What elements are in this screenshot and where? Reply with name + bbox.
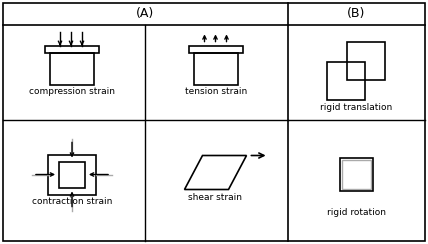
Text: (A): (A)	[137, 8, 155, 20]
Bar	[194, 52, 238, 84]
Text: shear strain: shear strain	[188, 193, 243, 202]
Bar	[59, 162, 85, 187]
Bar	[48, 154, 96, 194]
Text: compression strain: compression strain	[29, 88, 115, 96]
Text: contraction strain: contraction strain	[32, 197, 112, 206]
Bar	[327, 61, 366, 100]
Bar	[340, 158, 373, 191]
Text: (B): (B)	[347, 8, 366, 20]
Text: rigid rotation: rigid rotation	[327, 208, 386, 217]
Bar	[50, 52, 94, 84]
Bar	[348, 41, 386, 80]
Text: rigid translation: rigid translation	[321, 103, 392, 112]
Bar	[45, 45, 99, 52]
Bar	[190, 45, 244, 52]
Text: tension strain: tension strain	[185, 88, 248, 96]
